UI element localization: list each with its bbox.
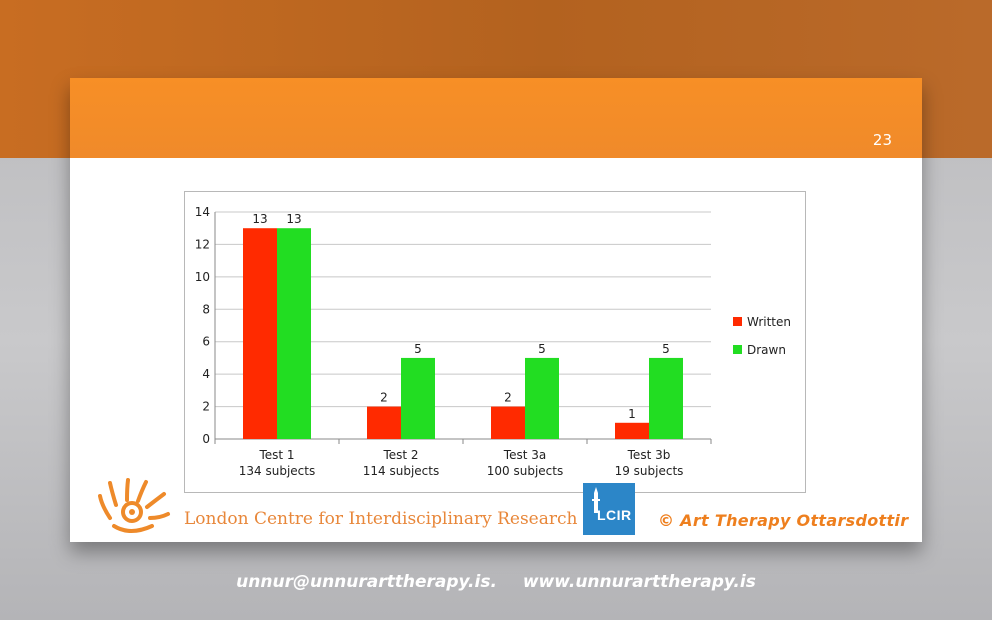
data-label: 13 [252, 212, 267, 226]
y-tick-label: 2 [202, 400, 210, 414]
x-tick-label: 100 subjects [487, 464, 563, 478]
contact-email[interactable]: unnur@unnurarttherapy.is. [236, 572, 497, 592]
lcir-logo-text: LCIR [597, 507, 632, 523]
slide-header: 23 [70, 78, 922, 158]
bar-drawn [525, 357, 559, 439]
x-tick-label: 134 subjects [239, 464, 315, 478]
contact-website[interactable]: www.unnurarttherapy.is [522, 572, 756, 592]
y-tick-label: 10 [195, 270, 210, 284]
x-tick-label: Test 3a [503, 448, 546, 462]
chart-frame: 0 2 4 6 8 10 12 14 13 13 Test 1 134 subjects 2 5 Test … [184, 191, 806, 493]
slide-number: 23 [872, 131, 892, 149]
bar-written [367, 406, 401, 439]
y-tick-label: 0 [202, 432, 210, 446]
x-tick-label: Test 3b [627, 448, 671, 462]
bar-drawn [401, 357, 435, 439]
data-label: 5 [662, 342, 670, 356]
y-tick-label: 4 [202, 367, 210, 381]
legend-swatch-written [733, 317, 742, 326]
x-tick-label: 114 subjects [363, 464, 439, 478]
data-label: 2 [504, 391, 512, 405]
y-tick-label: 6 [202, 335, 210, 349]
contact-line: unnur@unnurarttherapy.is. www.unnurartth… [0, 572, 992, 592]
bar-written [491, 406, 525, 439]
bar-written [243, 228, 277, 439]
y-tick-label: 12 [195, 237, 210, 251]
legend-label: Written [747, 315, 791, 329]
data-label: 2 [380, 391, 388, 405]
tower-icon [592, 487, 600, 513]
bar-written [615, 422, 649, 439]
data-label: 5 [414, 342, 422, 356]
slide: 23 0 2 4 6 8 10 12 14 13 13 Test 1 134 subjects 2 5 Te… [70, 78, 922, 542]
legend-swatch-drawn [733, 345, 742, 354]
bar-drawn [277, 228, 311, 439]
copyright-text: © Art Therapy Ottarsdottir [658, 511, 909, 530]
lcir-logo: LCIR [583, 483, 635, 535]
hand-logo-icon [98, 478, 170, 533]
bar-drawn [649, 357, 683, 439]
legend-label: Drawn [747, 343, 786, 357]
organization-name: London Centre for Interdisciplinary Rese… [184, 509, 578, 529]
x-tick-label: Test 2 [382, 448, 418, 462]
data-label: 13 [286, 212, 301, 226]
data-label: 5 [538, 342, 546, 356]
data-label: 1 [628, 407, 636, 421]
y-tick-label: 14 [195, 205, 210, 219]
x-tick-label: Test 1 [258, 448, 294, 462]
x-tick-label: 19 subjects [615, 464, 684, 478]
y-tick-label: 8 [202, 302, 210, 316]
